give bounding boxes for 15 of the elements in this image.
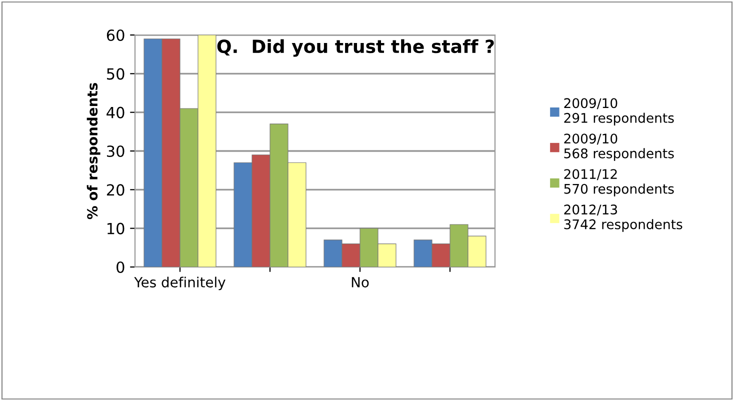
legend-label: 2009/10 568 respondents	[564, 134, 674, 161]
y-tick-label: 40	[106, 106, 124, 118]
y-tick-label: 30	[107, 145, 124, 158]
y-tick-label: 20	[106, 184, 124, 196]
chart-title: Q. Did you trust the staff ?	[217, 39, 494, 57]
y-tick-label: 10	[108, 222, 124, 234]
y-tick-label: 0	[116, 261, 124, 274]
legend-label: 2009/10 291 respondents	[564, 98, 674, 126]
legend-label: 2011/12 570 respondents	[564, 169, 674, 196]
x-tick-label: No	[352, 277, 369, 288]
y-tick-label: 50	[107, 68, 124, 80]
x-tick-label: Yes definitely	[134, 276, 226, 290]
y-tick-label: 60	[106, 29, 124, 42]
legend-label: 2012/13 3742 respondents	[564, 204, 682, 232]
y-axis-title: % of respondents	[86, 83, 100, 220]
